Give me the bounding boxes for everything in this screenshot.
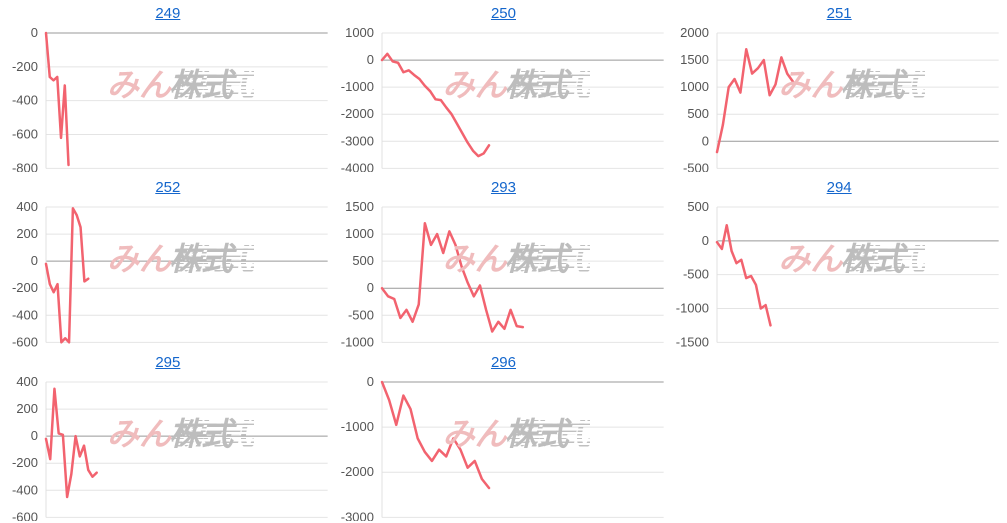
svg-text:0: 0 [702,233,709,248]
svg-text:1000: 1000 [345,25,374,40]
svg-text:-400: -400 [12,482,38,497]
svg-text:-500: -500 [683,267,709,282]
svg-text:-400: -400 [12,308,38,323]
svg-text:400: 400 [16,374,38,389]
svg-text:-3000: -3000 [340,133,373,148]
svg-text:1500: 1500 [345,199,374,214]
svg-text:0: 0 [31,25,38,40]
svg-text:-1500: -1500 [676,335,709,347]
svg-text:200: 200 [16,401,38,416]
svg-text:-1000: -1000 [340,79,373,94]
svg-text:-2000: -2000 [340,464,373,479]
svg-text:-1000: -1000 [340,419,373,434]
svg-text:-600: -600 [12,335,38,347]
svg-text:-4000: -4000 [340,160,373,172]
svg-text:-600: -600 [12,509,38,521]
svg-text:-400: -400 [12,93,38,108]
svg-text:500: 500 [688,106,710,121]
svg-text:-500: -500 [683,160,709,172]
svg-text:0: 0 [366,281,373,296]
svg-text:-200: -200 [12,59,38,74]
svg-text:-200: -200 [12,455,38,470]
svg-text:0: 0 [31,253,38,268]
svg-text:-800: -800 [12,160,38,172]
svg-text:0: 0 [31,428,38,443]
svg-text:0: 0 [702,133,709,148]
svg-text:200: 200 [16,226,38,241]
svg-text:0: 0 [366,52,373,67]
svg-text:2000: 2000 [680,25,709,40]
svg-text:-600: -600 [12,126,38,141]
svg-text:500: 500 [688,199,710,214]
svg-text:-200: -200 [12,281,38,296]
svg-text:1000: 1000 [345,226,374,241]
svg-text:-2000: -2000 [340,106,373,121]
svg-text:0: 0 [366,374,373,389]
svg-text:400: 400 [16,199,38,214]
svg-text:-500: -500 [348,308,374,323]
svg-text:500: 500 [352,253,374,268]
svg-text:-1000: -1000 [676,301,709,316]
svg-text:-3000: -3000 [340,509,373,521]
svg-text:1500: 1500 [680,52,709,67]
svg-text:1000: 1000 [680,79,709,94]
svg-text:-1000: -1000 [340,335,373,347]
